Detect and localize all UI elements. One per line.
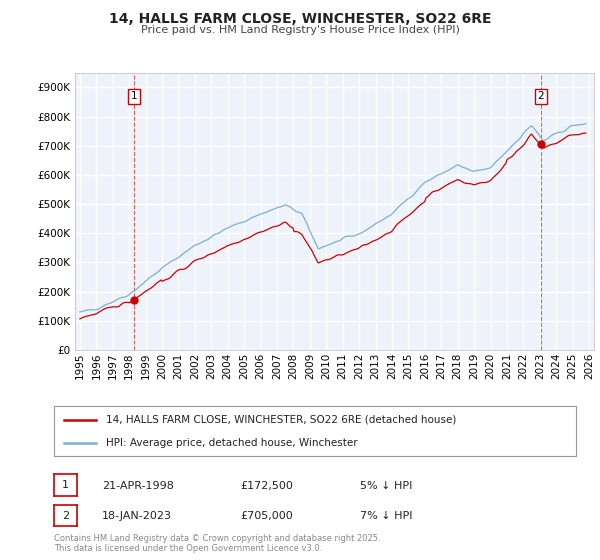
Text: 2: 2 xyxy=(538,91,544,101)
Text: 2: 2 xyxy=(62,511,69,521)
Text: 21-APR-1998: 21-APR-1998 xyxy=(102,480,174,491)
Text: 5% ↓ HPI: 5% ↓ HPI xyxy=(360,480,412,491)
Text: 14, HALLS FARM CLOSE, WINCHESTER, SO22 6RE: 14, HALLS FARM CLOSE, WINCHESTER, SO22 6… xyxy=(109,12,491,26)
Text: £705,000: £705,000 xyxy=(240,511,293,521)
Text: HPI: Average price, detached house, Winchester: HPI: Average price, detached house, Winc… xyxy=(106,438,358,448)
Text: 18-JAN-2023: 18-JAN-2023 xyxy=(102,511,172,521)
Text: Contains HM Land Registry data © Crown copyright and database right 2025.
This d: Contains HM Land Registry data © Crown c… xyxy=(54,534,380,553)
Text: 1: 1 xyxy=(131,91,137,101)
Text: 1: 1 xyxy=(62,480,69,490)
Text: 14, HALLS FARM CLOSE, WINCHESTER, SO22 6RE (detached house): 14, HALLS FARM CLOSE, WINCHESTER, SO22 6… xyxy=(106,414,457,424)
Text: Price paid vs. HM Land Registry's House Price Index (HPI): Price paid vs. HM Land Registry's House … xyxy=(140,25,460,35)
Text: £172,500: £172,500 xyxy=(240,480,293,491)
Text: 7% ↓ HPI: 7% ↓ HPI xyxy=(360,511,413,521)
